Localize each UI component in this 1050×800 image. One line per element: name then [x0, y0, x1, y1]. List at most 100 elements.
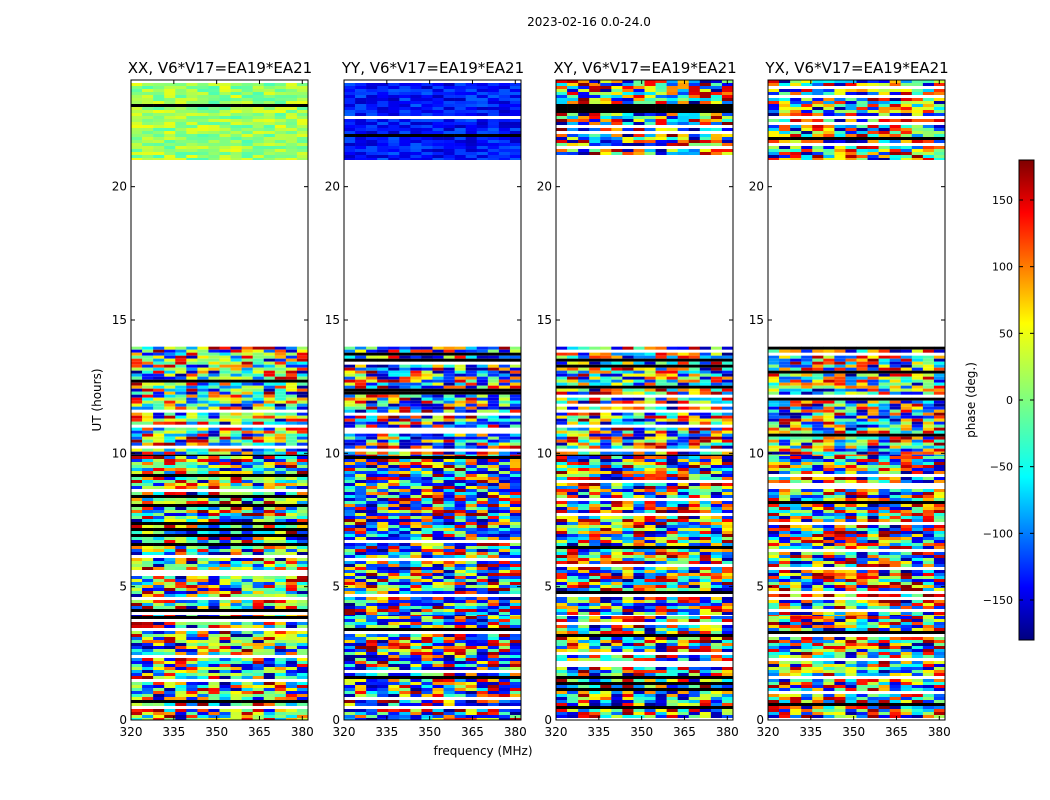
heatmap-cell: [197, 540, 209, 543]
heatmap-cell: [175, 501, 187, 504]
heatmap-cell: [142, 403, 154, 407]
heatmap-cell: [131, 576, 143, 579]
heatmap-cell: [611, 694, 623, 697]
heatmap-cell: [296, 462, 309, 465]
heatmap-cell: [655, 649, 667, 652]
heatmap-cell: [465, 712, 478, 715]
heatmap-cell: [432, 603, 444, 606]
heatmap-cell: [388, 439, 400, 443]
heatmap-cell: [175, 552, 187, 555]
heatmap-cell: [142, 588, 154, 591]
heatmap-cell: [296, 694, 309, 697]
heatmap-cell: [142, 513, 154, 516]
heatmap-cell: [355, 442, 367, 446]
heatmap-cell: [487, 158, 500, 160]
heatmap-cell: [153, 451, 165, 455]
heatmap-cell: [252, 394, 265, 398]
heatmap-cell: [274, 146, 287, 149]
heatmap-cell: [432, 652, 444, 655]
heatmap-cell: [355, 570, 367, 573]
heatmap-cell: [443, 483, 455, 486]
heatmap-cell: [153, 661, 165, 664]
heatmap-cell: [230, 673, 242, 676]
heatmap-cell: [721, 691, 734, 694]
heatmap-cell: [721, 655, 734, 658]
heatmap-cell: [274, 603, 287, 606]
heatmap-cell: [366, 477, 378, 480]
heatmap-cell: [465, 667, 478, 670]
heatmap-cell: [421, 474, 433, 477]
heatmap-cell: [241, 561, 253, 564]
heatmap-cell: [377, 406, 389, 410]
heatmap-cell: [263, 516, 276, 519]
heatmap-cell: [410, 421, 422, 425]
heatmap-cell: [274, 676, 287, 679]
heatmap-cell: [153, 95, 165, 98]
heatmap-cell: [699, 715, 712, 718]
heatmap-cell: [219, 652, 231, 655]
heatmap-cell: [175, 346, 187, 350]
heatmap-cell: [600, 616, 612, 619]
x-tick-label: 320: [120, 725, 143, 739]
heatmap-cell: [388, 346, 400, 350]
heatmap-cell: [487, 98, 500, 101]
heatmap-cell: [164, 468, 176, 471]
heatmap-cell: [454, 652, 466, 655]
heatmap-cell: [454, 439, 466, 443]
heatmap-cell: [476, 625, 489, 628]
heatmap-cell: [274, 495, 287, 498]
heatmap-cell: [509, 519, 522, 522]
heatmap-cell: [208, 134, 220, 137]
heatmap-cell: [208, 615, 220, 616]
heatmap-cell: [454, 676, 466, 679]
heatmap-cell: [296, 585, 309, 588]
heatmap-cell: [677, 649, 690, 652]
heatmap-cell: [241, 606, 253, 609]
heatmap-cell: [197, 459, 209, 462]
heatmap-cell: [219, 531, 231, 534]
heatmap-cell: [274, 128, 287, 131]
heatmap-cell: [498, 104, 511, 107]
heatmap-cell: [296, 367, 309, 371]
heatmap-cell: [410, 131, 422, 134]
heatmap-cell: [578, 688, 590, 691]
heatmap-cell: [344, 385, 356, 389]
heatmap-cell: [131, 95, 143, 98]
heatmap-cell: [142, 137, 154, 140]
heatmap-cell: [285, 143, 298, 146]
heatmap-cell: [274, 552, 287, 555]
heatmap-cell: [274, 652, 287, 655]
heatmap-cell: [366, 480, 378, 483]
heatmap-cell: [252, 492, 265, 495]
heatmap-cell: [252, 400, 265, 404]
heatmap-cell: [186, 640, 198, 643]
heatmap-cell: [377, 436, 389, 440]
heatmap-cell: [344, 397, 356, 401]
heatmap-cell: [241, 634, 253, 637]
heatmap-cell: [252, 700, 265, 703]
heatmap-cell: [509, 646, 522, 649]
heatmap-cell: [688, 625, 701, 628]
heatmap-cell: [164, 107, 176, 110]
heatmap-cell: [476, 445, 489, 449]
heatmap-cell: [498, 588, 511, 591]
heatmap-cell: [296, 427, 309, 431]
heatmap-cell: [175, 361, 187, 365]
heatmap-cell: [600, 637, 612, 640]
heatmap-cell: [476, 486, 489, 489]
heatmap-cell: [487, 646, 500, 649]
heatmap-cell: [622, 700, 634, 703]
heatmap-cell: [399, 119, 411, 122]
heatmap-cell: [274, 397, 287, 401]
heatmap-cell: [487, 122, 500, 125]
heatmap-cell: [377, 606, 389, 609]
heatmap-cell: [296, 501, 309, 504]
heatmap-cell: [197, 146, 209, 149]
heatmap-cell: [432, 694, 444, 697]
heatmap-cell: [366, 588, 378, 591]
heatmap-cell: [388, 501, 400, 504]
heatmap-cell: [285, 367, 298, 371]
heatmap-cell: [509, 86, 522, 89]
heatmap-cell: [344, 406, 356, 410]
heatmap-cell: [186, 370, 198, 374]
